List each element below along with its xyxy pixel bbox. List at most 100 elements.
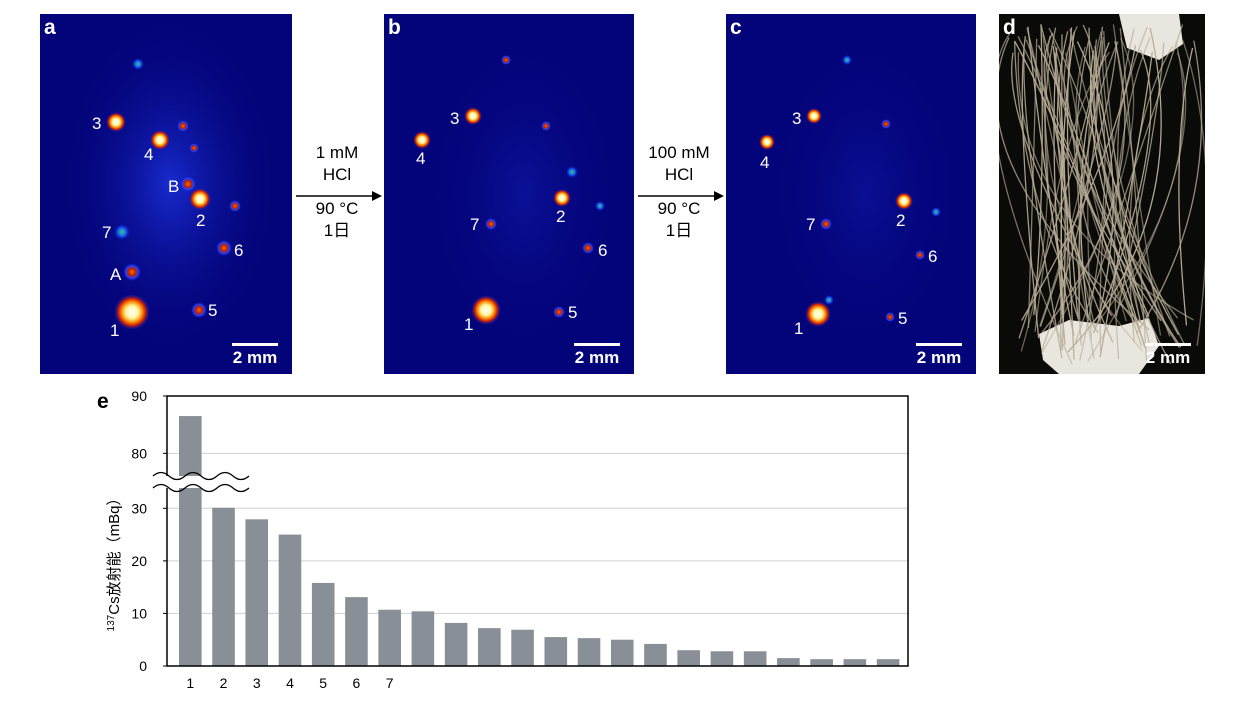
fiber-strand (1040, 23, 1172, 365)
spot-label: 6 (234, 241, 243, 260)
arrow-1 (296, 191, 382, 201)
spot-1 (471, 295, 501, 325)
spot-label: 1 (794, 319, 803, 338)
panel-c-label: c (730, 16, 742, 39)
spot-2 (553, 189, 571, 207)
spot-label: 4 (416, 149, 425, 168)
fiber-strand (1027, 38, 1038, 328)
scale-bar: 2 mm (910, 343, 968, 368)
y-tick-label: 30 (131, 500, 147, 516)
spot-label: 2 (896, 211, 905, 230)
arrow-1-top: 1 mM HCl (294, 142, 380, 186)
arrow-2-bottom: 90 °C 1日 (634, 198, 724, 242)
x-tick-label: 7 (386, 675, 394, 691)
scale-bar: 2 mm (1139, 343, 1197, 368)
bar (810, 659, 833, 666)
fiber-strand (999, 29, 1073, 365)
spot-4 (150, 130, 170, 150)
spot-label: 2 (196, 211, 205, 230)
fiber-strand (1099, 26, 1148, 352)
y-tick-label: 20 (131, 553, 147, 569)
spot-label: 5 (898, 309, 907, 328)
gridlines (167, 395, 908, 614)
plot-frame (166, 395, 909, 667)
y-tick-label: 80 (131, 445, 147, 461)
spot-label: 6 (598, 241, 607, 260)
y-axis-label-superscript: 137 (106, 614, 117, 631)
spot-label: 5 (208, 301, 217, 320)
spot-4 (759, 134, 775, 150)
arrow-1-duration: 1日 (323, 221, 351, 240)
panel-c-autoradiograph: c 1 2 3 4 5 6 7 2 mm (726, 14, 976, 374)
spot-label: 1 (110, 321, 119, 340)
spot-label: B (168, 177, 179, 196)
spot-2 (895, 192, 913, 210)
arrow-2 (638, 191, 724, 201)
spot-label: 7 (470, 215, 479, 234)
bar (677, 650, 701, 666)
x-ticks: 1 2 3 4 5 6 7 (186, 675, 393, 691)
spot-minor (541, 121, 551, 131)
bar (777, 658, 800, 666)
bar (644, 643, 667, 666)
fiber-strand (1023, 51, 1063, 359)
spot-label: 3 (92, 114, 101, 133)
fiber-strand (1078, 41, 1119, 346)
spot-minor (824, 295, 834, 305)
spot-label: 7 (102, 223, 111, 242)
arrow-2-duration: 1日 (665, 221, 693, 240)
panel-d-label: d (1003, 16, 1016, 39)
scale-label: 2 mm (232, 348, 278, 367)
spot-3 (464, 107, 482, 125)
background-haze (60, 14, 280, 354)
bar (478, 628, 501, 666)
panel-a-image: 1 2 3 4 5 6 7 A B (60, 14, 280, 354)
fiber-strand (1099, 51, 1153, 358)
bar (311, 582, 335, 666)
panel-d-photo: d 2 mm (999, 14, 1205, 374)
x-tick-label: 3 (253, 675, 261, 691)
y-tick-label: 0 (139, 658, 147, 674)
y-ticks: 0 10 20 30 80 90 (131, 388, 167, 674)
scale-bar: 2 mm (568, 343, 626, 368)
background-haze (766, 34, 966, 354)
bar (345, 597, 368, 666)
fiber-strands (999, 23, 1205, 365)
x-tick-label: 1 (186, 675, 194, 691)
fiber-strand (999, 37, 1150, 331)
bar (577, 638, 601, 666)
spot-5 (553, 306, 565, 318)
fiber-strand (1020, 27, 1049, 352)
scale-bar: 2 mm (226, 343, 284, 368)
fiber-strand (1182, 40, 1205, 346)
plot-border (166, 395, 909, 667)
spot-label: A (110, 265, 122, 284)
arrow-2-top: 100 mM HCl (634, 142, 724, 186)
spot-2 (189, 188, 211, 210)
spot-minor (595, 201, 605, 211)
x-tick-label: 6 (353, 675, 361, 691)
scale-label: 2 mm (1145, 348, 1191, 367)
spot-minor (842, 55, 852, 65)
spot-6 (216, 240, 232, 256)
spot-1 (805, 301, 831, 327)
arrow-2-concentration: 100 mM (648, 143, 710, 162)
spot-1 (114, 294, 150, 330)
spot-label: 3 (450, 109, 459, 128)
fiber-strand (1053, 47, 1066, 345)
spot-minor (229, 200, 241, 212)
arrow-1-bottom: 90 °C 1日 (294, 198, 380, 242)
spot-6 (915, 250, 925, 260)
spot-B (180, 176, 196, 192)
bars (179, 416, 900, 666)
fiber-strand (1112, 24, 1162, 336)
fiber-strand (1135, 40, 1203, 334)
fiber-strand (1039, 42, 1118, 327)
break-line (152, 483, 250, 493)
panel-b-label: b (388, 16, 401, 39)
spot-6 (582, 242, 594, 254)
spot-label: 4 (144, 145, 153, 164)
arrow-1-temperature: 90 °C (315, 199, 359, 218)
y-axis-label-text: Cs放射能（mBq） (106, 491, 123, 615)
fiber-strand (1040, 40, 1126, 334)
